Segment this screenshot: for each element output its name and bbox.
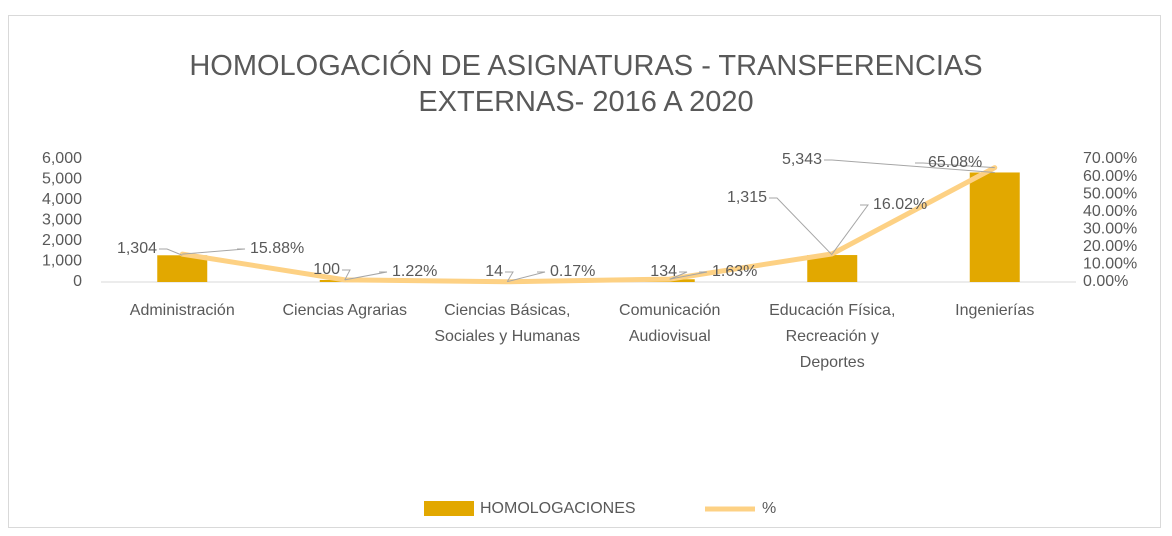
data-label: 0.17% — [550, 263, 595, 280]
data-label: 16.02% — [873, 196, 927, 213]
data-label: 15.88% — [250, 240, 304, 257]
y2-tick-label: 50.00% — [1083, 185, 1137, 202]
y-tick-label: 1,000 — [42, 253, 82, 270]
y2-tick-label: 30.00% — [1083, 221, 1137, 238]
data-label: 1.63% — [712, 263, 757, 280]
chart-title: HOMOLOGACIÓN DE ASIGNATURAS - TRANSFEREN… — [189, 50, 983, 118]
y-tick-label: 3,000 — [42, 212, 82, 229]
y2-tick-label: 60.00% — [1083, 168, 1137, 185]
leader-line — [669, 271, 708, 280]
y2-tick-label: 10.00% — [1083, 256, 1137, 273]
bar — [807, 255, 858, 282]
x-tick-label: Ciencias Agrarias — [282, 302, 408, 319]
leader-line — [505, 271, 514, 282]
x-tick-label: Ingenierías — [955, 302, 1035, 319]
y2-tick-label: 0.00% — [1083, 273, 1128, 290]
data-label: 100 — [313, 261, 340, 278]
x-tick-label: Ciencias Básicas, Sociales y Humanas — [434, 302, 581, 345]
data-label: 5,343 — [782, 151, 822, 168]
legend-label: % — [762, 500, 776, 517]
y2-tick-label: 70.00% — [1083, 150, 1137, 167]
data-label: 1,304 — [117, 240, 157, 257]
data-label: 134 — [650, 263, 677, 280]
y-tick-label: 2,000 — [42, 232, 82, 249]
y-tick-label: 4,000 — [42, 191, 82, 208]
data-label: 1,315 — [727, 189, 767, 206]
y2-tick-label: 20.00% — [1083, 238, 1137, 255]
bar — [969, 172, 1020, 282]
x-tick-label: Comunicación Audiovisual — [619, 302, 721, 345]
leader-line — [344, 271, 388, 281]
leader-line — [669, 271, 688, 280]
leader-line — [769, 197, 833, 256]
leader-line — [915, 162, 995, 169]
leader-line — [824, 159, 995, 173]
y-tick-label: 6,000 — [42, 150, 82, 167]
line — [179, 165, 998, 285]
data-label: 65.08% — [928, 154, 982, 171]
y2-tick-label: 40.00% — [1083, 203, 1137, 220]
leader-line — [342, 269, 351, 281]
y-tick-label: 0 — [73, 273, 82, 290]
y-tick-label: 5,000 — [42, 171, 82, 188]
x-tick-label: Educación Física, Recreación y Deportes — [769, 302, 896, 371]
data-label: 1.22% — [392, 263, 437, 280]
chart-frame — [8, 15, 1161, 528]
bar — [157, 255, 208, 282]
leader-line — [507, 271, 546, 283]
leader-line — [831, 204, 869, 255]
legend-label: HOMOLOGACIONES — [480, 500, 636, 517]
leader-line — [182, 248, 246, 255]
data-label: 14 — [485, 263, 503, 280]
x-tick-label: Administración — [129, 302, 235, 319]
legend-swatch — [424, 501, 474, 516]
leader-line — [159, 248, 183, 256]
